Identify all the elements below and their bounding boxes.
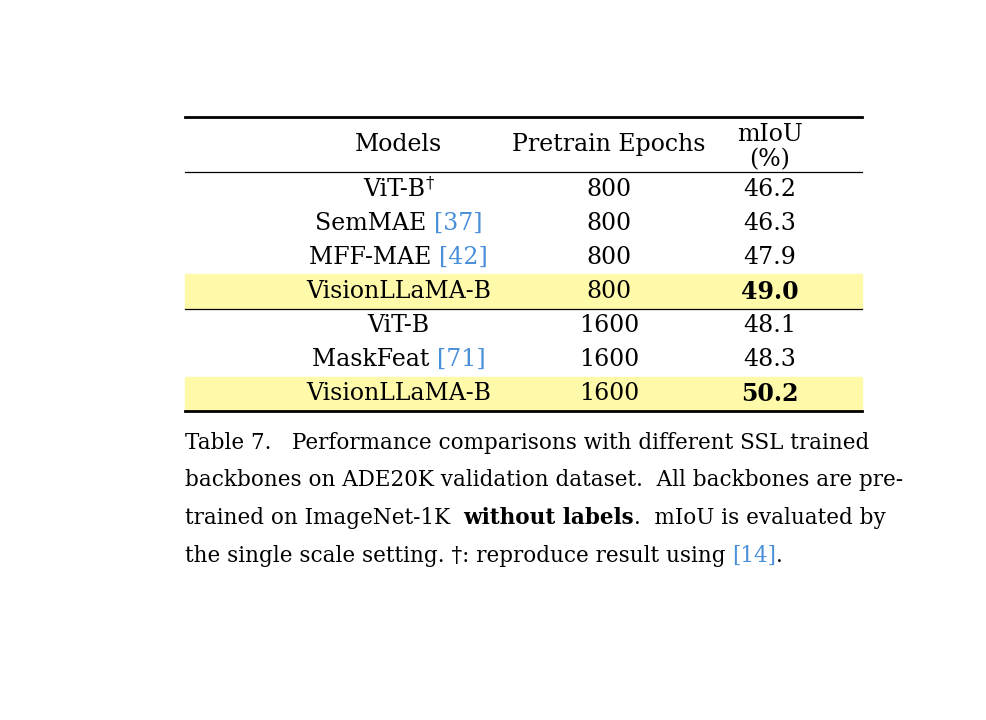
Text: [14]: [14] xyxy=(732,545,775,567)
Text: 800: 800 xyxy=(586,280,631,303)
Text: 46.2: 46.2 xyxy=(742,178,796,201)
Text: 49.0: 49.0 xyxy=(740,279,798,304)
Text: 800: 800 xyxy=(586,178,631,201)
Text: .  mIoU is evaluated by: . mIoU is evaluated by xyxy=(633,507,884,529)
Text: 1600: 1600 xyxy=(579,348,639,371)
Text: the single scale setting. †: reproduce result using: the single scale setting. †: reproduce r… xyxy=(184,545,732,567)
Text: [37]: [37] xyxy=(434,212,482,235)
Text: Pretrain Epochs: Pretrain Epochs xyxy=(512,133,705,156)
Text: Models: Models xyxy=(355,133,442,156)
Bar xyxy=(184,377,861,410)
Text: VisionLLaMA-B: VisionLLaMA-B xyxy=(306,382,491,405)
Text: .: . xyxy=(775,545,782,567)
Text: 48.3: 48.3 xyxy=(742,348,796,371)
Bar xyxy=(184,274,861,309)
Text: (%): (%) xyxy=(748,148,790,171)
Text: [42]: [42] xyxy=(439,246,487,269)
Text: 48.1: 48.1 xyxy=(742,314,796,337)
Text: 46.3: 46.3 xyxy=(742,212,796,235)
Text: VisionLLaMA-B: VisionLLaMA-B xyxy=(306,280,491,303)
Text: 47.9: 47.9 xyxy=(742,246,796,269)
Text: MFF-MAE: MFF-MAE xyxy=(310,246,439,269)
Text: 50.2: 50.2 xyxy=(740,382,798,405)
Text: SemMAE: SemMAE xyxy=(315,212,434,235)
Text: †: † xyxy=(425,174,434,192)
Text: backbones on ADE20K validation dataset.  All backbones are pre-: backbones on ADE20K validation dataset. … xyxy=(184,469,902,492)
Text: 800: 800 xyxy=(586,212,631,235)
Text: 1600: 1600 xyxy=(579,314,639,337)
Text: without labels: without labels xyxy=(463,507,633,529)
Text: MaskFeat: MaskFeat xyxy=(312,348,437,371)
Text: 1600: 1600 xyxy=(579,382,639,405)
Text: 800: 800 xyxy=(586,246,631,269)
Text: mIoU: mIoU xyxy=(737,123,802,146)
Text: trained on ImageNet-1K: trained on ImageNet-1K xyxy=(184,507,463,529)
Text: ViT-B: ViT-B xyxy=(363,178,425,201)
Text: ViT-B: ViT-B xyxy=(368,314,429,337)
Text: Table 7.   Performance comparisons with different SSL trained: Table 7. Performance comparisons with di… xyxy=(184,432,868,454)
Text: [71]: [71] xyxy=(437,348,485,371)
